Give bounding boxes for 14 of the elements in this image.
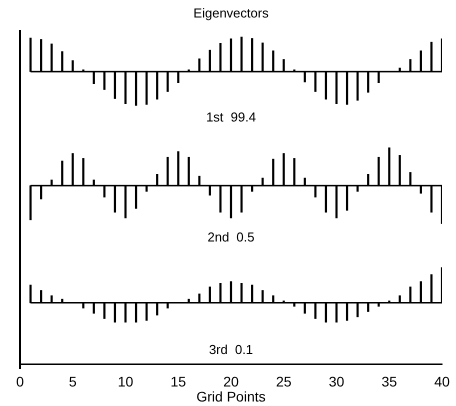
x-tick-label: 35 [381,374,398,390]
x-tick-label: 0 [16,374,24,390]
x-tick-label: 15 [170,374,186,390]
text: 3rd 0.1 [208,342,254,357]
x-tick-label: 25 [276,374,292,390]
text: 2nd 0.5 [208,230,254,245]
x-axis-title: Grid Points [196,388,266,404]
x-tick-label: 10 [118,374,134,390]
x-tick-label: 40 [434,374,450,390]
x-tick-label: 20 [223,374,239,390]
x-tick-label: 30 [328,374,344,390]
x-tick-label: 5 [68,374,77,390]
chart-title: Eigenvectors [193,5,270,20]
text: 1st 99.4 [206,110,256,125]
